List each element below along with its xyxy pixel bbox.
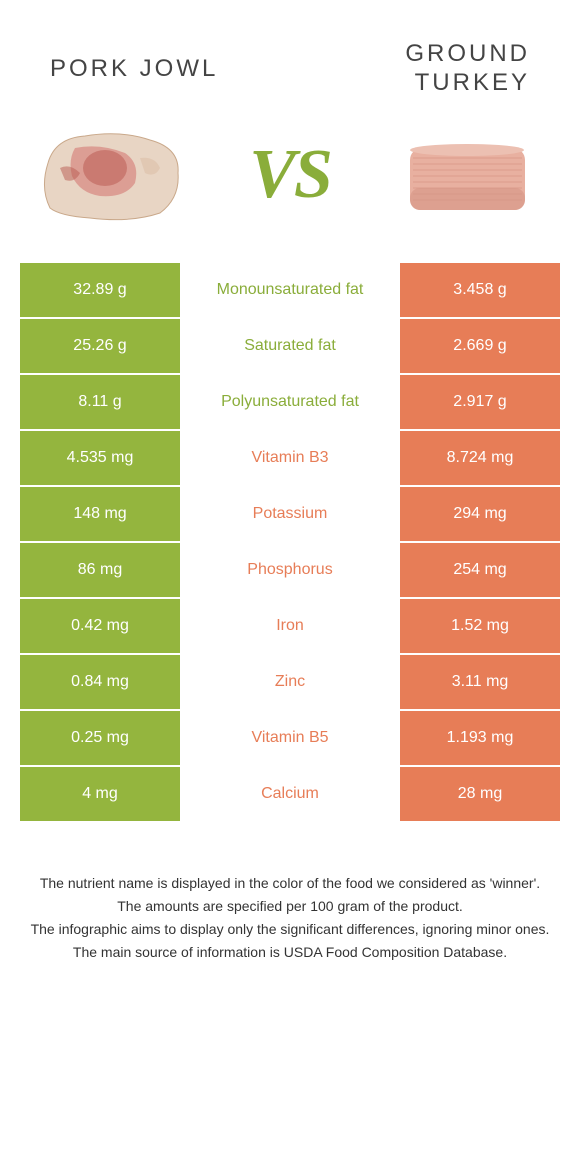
right-value: 8.724 mg bbox=[400, 431, 560, 487]
right-value: 2.917 g bbox=[400, 375, 560, 431]
left-value: 4 mg bbox=[20, 767, 180, 823]
left-value: 4.535 mg bbox=[20, 431, 180, 487]
ground-turkey-image bbox=[385, 118, 550, 233]
right-value: 294 mg bbox=[400, 487, 560, 543]
footnote-line: The nutrient name is displayed in the co… bbox=[30, 873, 550, 894]
right-value: 3.11 mg bbox=[400, 655, 560, 711]
header: PORK JOWL GROUND TURKEY bbox=[0, 0, 580, 108]
table-row: 86 mg Phosphorus 254 mg bbox=[20, 543, 560, 599]
food-title-right: GROUND TURKEY bbox=[290, 40, 540, 98]
right-value: 28 mg bbox=[400, 767, 560, 823]
nutrient-label: Polyunsaturated fat bbox=[180, 375, 400, 431]
nutrient-label: Zinc bbox=[180, 655, 400, 711]
right-value: 254 mg bbox=[400, 543, 560, 599]
left-value: 0.84 mg bbox=[20, 655, 180, 711]
nutrient-label: Vitamin B3 bbox=[180, 431, 400, 487]
nutrient-label: Calcium bbox=[180, 767, 400, 823]
left-value: 0.25 mg bbox=[20, 711, 180, 767]
nutrient-label: Phosphorus bbox=[180, 543, 400, 599]
left-value: 148 mg bbox=[20, 487, 180, 543]
footnotes: The nutrient name is displayed in the co… bbox=[0, 823, 580, 985]
right-value: 2.669 g bbox=[400, 319, 560, 375]
table-row: 148 mg Potassium 294 mg bbox=[20, 487, 560, 543]
pork-jowl-image bbox=[30, 118, 195, 233]
food-title-left: PORK JOWL bbox=[40, 55, 290, 83]
table-row: 25.26 g Saturated fat 2.669 g bbox=[20, 319, 560, 375]
nutrient-label: Monounsaturated fat bbox=[180, 263, 400, 319]
table-row: 4 mg Calcium 28 mg bbox=[20, 767, 560, 823]
table-row: 4.535 mg Vitamin B3 8.724 mg bbox=[20, 431, 560, 487]
table-row: 32.89 g Monounsaturated fat 3.458 g bbox=[20, 263, 560, 319]
title-right-line2: TURKEY bbox=[415, 69, 530, 96]
nutrient-label: Potassium bbox=[180, 487, 400, 543]
left-value: 8.11 g bbox=[20, 375, 180, 431]
nutrient-label: Vitamin B5 bbox=[180, 711, 400, 767]
left-value: 0.42 mg bbox=[20, 599, 180, 655]
left-value: 86 mg bbox=[20, 543, 180, 599]
right-value: 3.458 g bbox=[400, 263, 560, 319]
nutrient-label: Iron bbox=[180, 599, 400, 655]
table-row: 8.11 g Polyunsaturated fat 2.917 g bbox=[20, 375, 560, 431]
vs-label: VS bbox=[249, 135, 331, 215]
left-value: 32.89 g bbox=[20, 263, 180, 319]
footnote-line: The amounts are specified per 100 gram o… bbox=[30, 896, 550, 917]
nutrient-label: Saturated fat bbox=[180, 319, 400, 375]
left-value: 25.26 g bbox=[20, 319, 180, 375]
footnote-line: The infographic aims to display only the… bbox=[30, 919, 550, 940]
table-row: 0.84 mg Zinc 3.11 mg bbox=[20, 655, 560, 711]
right-value: 1.52 mg bbox=[400, 599, 560, 655]
title-right-line1: GROUND bbox=[405, 40, 530, 67]
table-row: 0.42 mg Iron 1.52 mg bbox=[20, 599, 560, 655]
right-value: 1.193 mg bbox=[400, 711, 560, 767]
footnote-line: The main source of information is USDA F… bbox=[30, 942, 550, 963]
table-row: 0.25 mg Vitamin B5 1.193 mg bbox=[20, 711, 560, 767]
images-row: VS bbox=[0, 108, 580, 263]
comparison-table: 32.89 g Monounsaturated fat 3.458 g 25.2… bbox=[20, 263, 560, 823]
